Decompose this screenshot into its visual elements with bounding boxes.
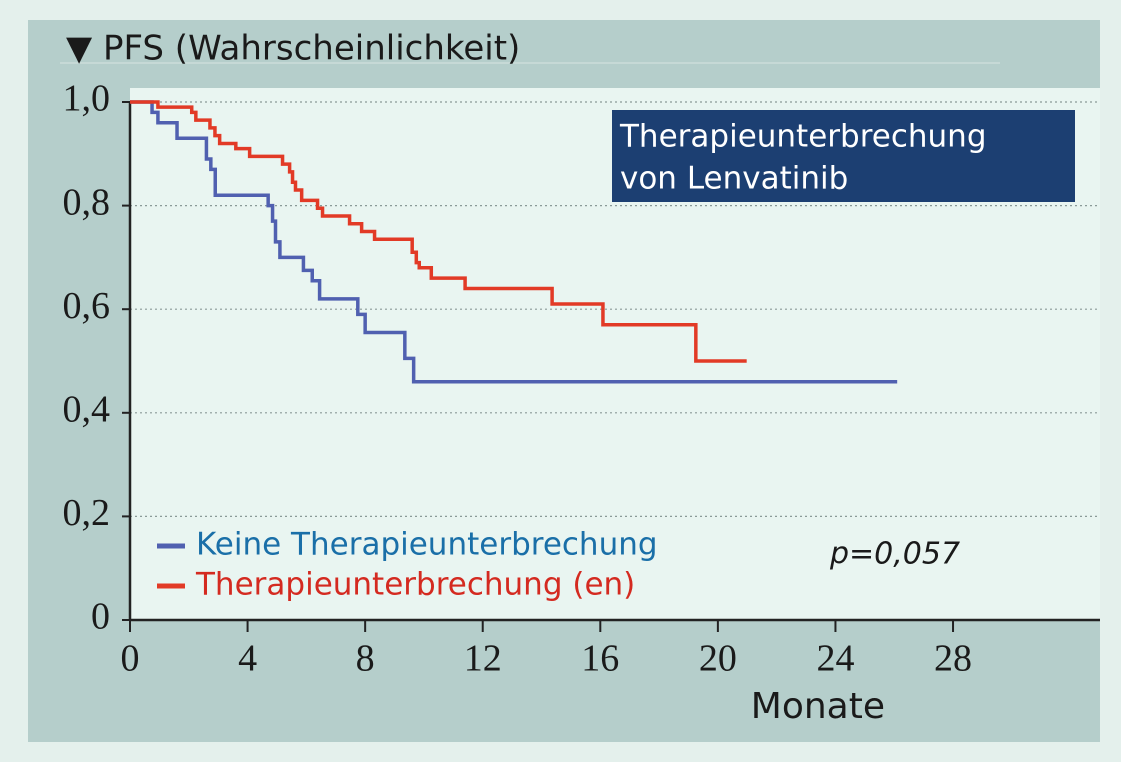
x-tick-label: 20 bbox=[699, 638, 737, 680]
y-tick-label: 1,0 bbox=[63, 78, 111, 120]
km-curve bbox=[130, 100, 747, 363]
x-tick-label: 4 bbox=[238, 638, 257, 680]
annotation-text: Therapieunterbrechung bbox=[619, 119, 987, 155]
x-tick-label: 0 bbox=[121, 638, 140, 680]
annotation-text: von Lenvatinib bbox=[620, 161, 848, 197]
legend-label: Therapieunterbrechung (en) bbox=[195, 567, 635, 603]
km-curve bbox=[130, 100, 898, 384]
annotation-box bbox=[612, 110, 1075, 202]
x-tick-label: 28 bbox=[934, 638, 972, 680]
x-axis-label: Monate bbox=[751, 686, 885, 727]
x-tick-label: 12 bbox=[464, 638, 502, 680]
x-tick-label: 16 bbox=[581, 638, 619, 680]
y-tick-label: 0,2 bbox=[63, 492, 111, 534]
p-value: p=0,057 bbox=[829, 537, 960, 572]
y-tick-label: 0,4 bbox=[63, 389, 111, 431]
legend-label: Keine Therapieunterbrechung bbox=[196, 527, 658, 563]
chart-title: ▼ PFS (Wahrscheinlichkeit) bbox=[66, 29, 520, 69]
y-tick-label: 0,8 bbox=[63, 181, 111, 223]
x-tick-label: 8 bbox=[356, 638, 375, 680]
y-tick-label: 0 bbox=[91, 596, 110, 638]
y-tick-label: 0,6 bbox=[63, 285, 111, 327]
x-tick-label: 24 bbox=[816, 638, 854, 680]
